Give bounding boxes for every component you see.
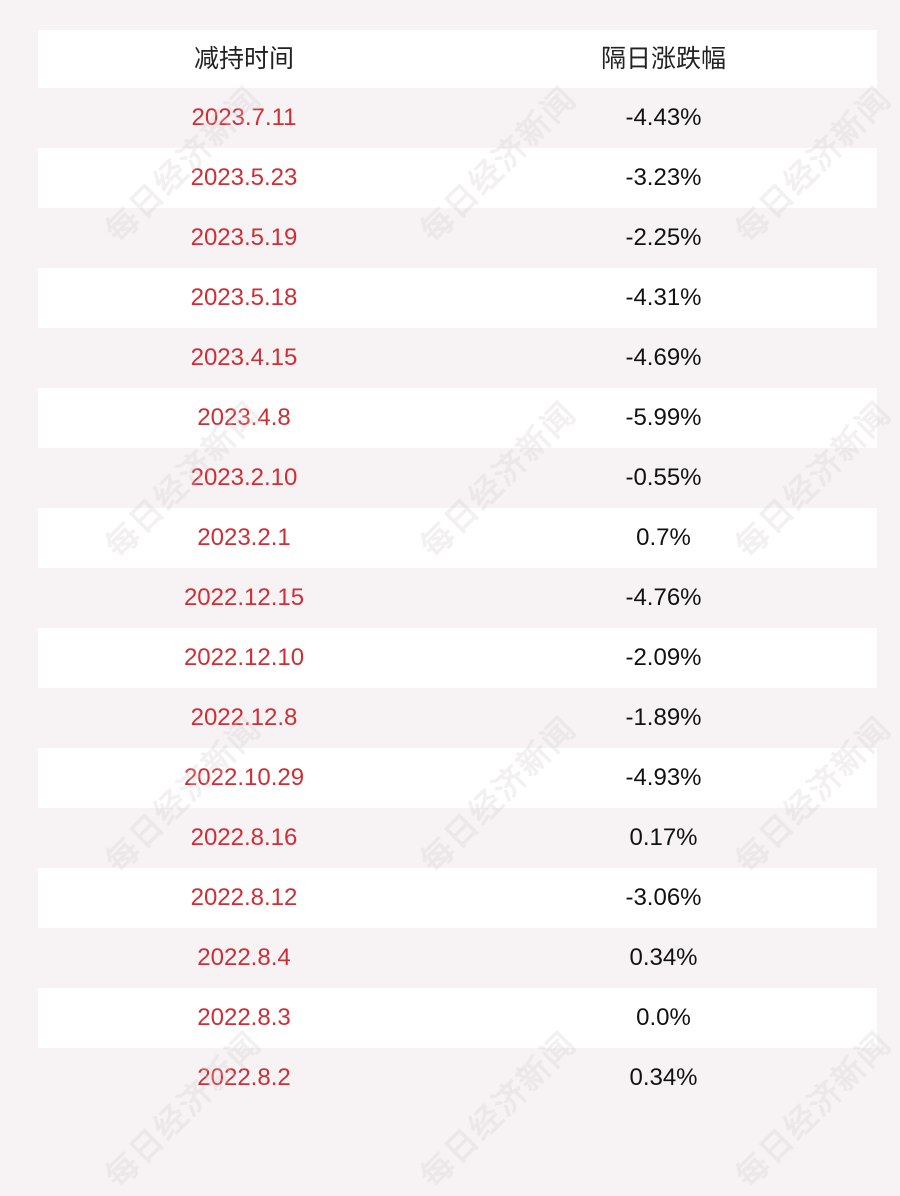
next-day-change-cell: -4.69%: [625, 344, 702, 371]
reduction-date-cell: 2022.8.2: [197, 1064, 291, 1091]
table-row: 2022.10.29 -4.93%: [38, 748, 877, 808]
reduction-date-cell: 2023.5.19: [190, 224, 298, 251]
header-next-day-change: 隔日涨跌幅: [600, 45, 726, 73]
next-day-change-cell: -2.25%: [625, 224, 702, 251]
next-day-change-cell: 0.34%: [629, 944, 698, 971]
reduction-date-cell: 2023.7.11: [191, 104, 297, 131]
data-table: 减持时间 隔日涨跌幅 2023.7.11 -4.43% 2023.5.23 -3.23…: [38, 30, 877, 1108]
table-row: 2022.8.4 0.34%: [38, 928, 877, 988]
table-row: 2022.12.15 -4.76%: [38, 568, 877, 628]
next-day-change-cell: -4.43%: [625, 104, 702, 131]
reduction-date-cell: 2023.2.10: [190, 464, 298, 491]
next-day-change-cell: -3.23%: [625, 164, 702, 191]
reduction-date-cell: 2022.8.4: [197, 944, 291, 971]
next-day-change-cell: 0.0%: [636, 1004, 691, 1031]
next-day-change-cell: -2.09%: [625, 644, 702, 671]
table-row: 2022.8.12 -3.06%: [38, 868, 877, 928]
table-row: 2023.2.1 0.7%: [38, 508, 877, 568]
table-row: 2023.7.11 -4.43%: [38, 88, 877, 148]
table-row: 2023.4.15 -4.69%: [38, 328, 877, 388]
table-row: 2022.12.10 -2.09%: [38, 628, 877, 688]
next-day-change-cell: 0.7%: [636, 524, 691, 551]
table-row: 2022.8.3 0.0%: [38, 988, 877, 1048]
next-day-change-cell: -4.93%: [625, 764, 702, 791]
next-day-change-cell: -4.76%: [625, 584, 702, 611]
reduction-date-cell: 2023.5.23: [190, 164, 298, 191]
next-day-change-cell: -1.89%: [625, 704, 702, 731]
reduction-date-cell: 2022.12.15: [183, 584, 305, 611]
reduction-date-cell: 2023.5.18: [190, 284, 298, 311]
table-row: 2023.4.8 -5.99%: [38, 388, 877, 448]
header-reduction-date: 减持时间: [193, 45, 294, 73]
table-body: 2023.7.11 -4.43% 2023.5.23 -3.23% 2023.5.19 -…: [38, 88, 877, 1108]
next-day-change-cell: -0.55%: [625, 464, 702, 491]
next-day-change-cell: -4.31%: [625, 284, 702, 311]
reduction-date-cell: 2022.12.10: [183, 644, 305, 671]
reduction-date-cell: 2022.8.12: [190, 884, 298, 911]
reduction-date-cell: 2023.4.8: [197, 404, 291, 431]
table-row: 2022.8.16 0.17%: [38, 808, 877, 868]
reduction-date-cell: 2022.8.3: [197, 1004, 291, 1031]
next-day-change-cell: 0.17%: [629, 824, 698, 851]
reduction-date-cell: 2022.12.8: [190, 704, 298, 731]
next-day-change-cell: 0.34%: [629, 1064, 698, 1091]
table-row: 2023.5.18 -4.31%: [38, 268, 877, 328]
next-day-change-cell: -5.99%: [625, 404, 702, 431]
reduction-date-cell: 2022.10.29: [183, 764, 305, 791]
table-row: 2023.5.19 -2.25%: [38, 208, 877, 268]
table-row: 2022.8.2 0.34%: [38, 1048, 877, 1108]
reduction-date-cell: 2023.4.15: [190, 344, 298, 371]
table-row: 2023.5.23 -3.23%: [38, 148, 877, 208]
table-header-row: 减持时间 隔日涨跌幅: [38, 30, 877, 88]
next-day-change-cell: -3.06%: [625, 884, 702, 911]
reduction-date-cell: 2023.2.1: [197, 524, 291, 551]
table-row: 2023.2.10 -0.55%: [38, 448, 877, 508]
reduction-date-cell: 2022.8.16: [190, 824, 298, 851]
table-row: 2022.12.8 -1.89%: [38, 688, 877, 748]
